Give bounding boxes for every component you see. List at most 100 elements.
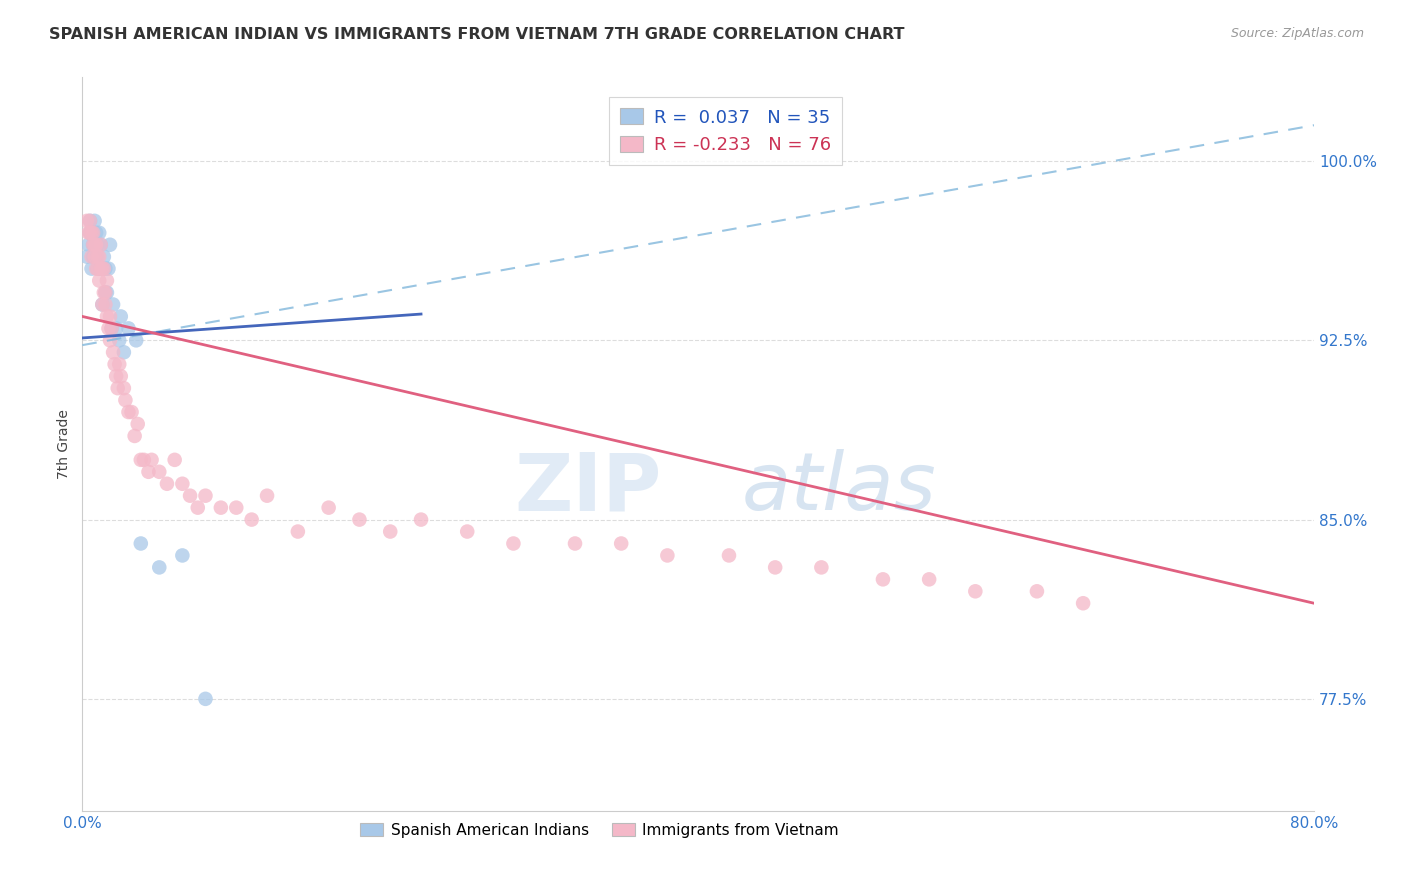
Point [132, 453, 155, 467]
Y-axis label: 7th Grade: 7th Grade [58, 409, 72, 479]
Point [82, 237, 104, 252]
Point [84, 237, 107, 252]
Point [93, 261, 115, 276]
Point [104, 357, 127, 371]
Point [965, 584, 987, 599]
Point [90, 261, 112, 276]
Point [194, 489, 217, 503]
Point [124, 429, 146, 443]
Point [79, 214, 101, 228]
Point [94, 261, 117, 276]
Point [91, 261, 114, 276]
Point [86, 237, 108, 252]
Point [108, 357, 131, 371]
Point [96, 285, 118, 300]
Point [96, 310, 118, 324]
Point [79, 214, 101, 228]
Point [125, 334, 148, 348]
Text: SPANISH AMERICAN INDIAN VS IMMIGRANTS FROM VIETNAM 7TH GRADE CORRELATION CHART: SPANISH AMERICAN INDIAN VS IMMIGRANTS FR… [49, 27, 904, 42]
Point [89, 274, 111, 288]
Point [225, 500, 247, 515]
Point [105, 369, 128, 384]
Point [100, 321, 122, 335]
Point [564, 536, 586, 550]
Point [141, 453, 163, 467]
Point [98, 334, 121, 348]
Point [107, 381, 129, 395]
Point [1040, 823, 1063, 838]
Point [117, 405, 139, 419]
Point [763, 560, 786, 574]
Point [105, 321, 128, 335]
Text: ZIP: ZIP [515, 450, 661, 527]
Point [90, 237, 112, 252]
Point [129, 536, 152, 550]
Point [112, 381, 135, 395]
Point [84, 250, 107, 264]
Point [89, 250, 111, 264]
Point [194, 691, 217, 706]
Point [101, 345, 124, 359]
Point [156, 476, 179, 491]
Point [172, 476, 194, 491]
Point [148, 465, 170, 479]
Point [172, 549, 194, 563]
Point [187, 500, 209, 515]
Point [98, 310, 121, 324]
Point [86, 250, 108, 264]
Point [90, 237, 112, 252]
Point [256, 489, 278, 503]
Point [93, 250, 115, 264]
Point [82, 226, 104, 240]
Point [79, 226, 101, 240]
Point [80, 250, 103, 264]
Point [77, 237, 100, 252]
Point [502, 536, 524, 550]
Point [83, 250, 105, 264]
Point [82, 250, 104, 264]
Point [90, 261, 112, 276]
Point [89, 226, 111, 240]
Point [79, 226, 101, 240]
Point [717, 549, 740, 563]
Point [77, 226, 100, 240]
Point [76, 214, 98, 228]
Point [93, 285, 115, 300]
Point [129, 453, 152, 467]
Point [84, 261, 107, 276]
Point [84, 226, 107, 240]
Point [110, 310, 132, 324]
Point [610, 536, 633, 550]
Point [138, 465, 160, 479]
Point [80, 261, 103, 276]
Point [76, 250, 98, 264]
Point [101, 297, 124, 311]
Point [97, 321, 120, 335]
Point [127, 417, 149, 431]
Point [148, 560, 170, 574]
Point [94, 297, 117, 311]
Point [82, 237, 104, 252]
Point [112, 345, 135, 359]
Point [918, 572, 941, 586]
Point [240, 513, 263, 527]
Point [97, 261, 120, 276]
Point [872, 572, 894, 586]
Point [91, 261, 114, 276]
Point [94, 285, 117, 300]
Point [1071, 596, 1094, 610]
Point [287, 524, 309, 539]
Point [179, 489, 201, 503]
Point [657, 549, 679, 563]
Point [86, 261, 108, 276]
Point [163, 453, 186, 467]
Point [96, 274, 118, 288]
Point [83, 237, 105, 252]
Point [318, 500, 340, 515]
Point [108, 334, 131, 348]
Point [380, 524, 402, 539]
Point [349, 513, 371, 527]
Point [114, 393, 136, 408]
Point [409, 513, 432, 527]
Point [100, 321, 122, 335]
